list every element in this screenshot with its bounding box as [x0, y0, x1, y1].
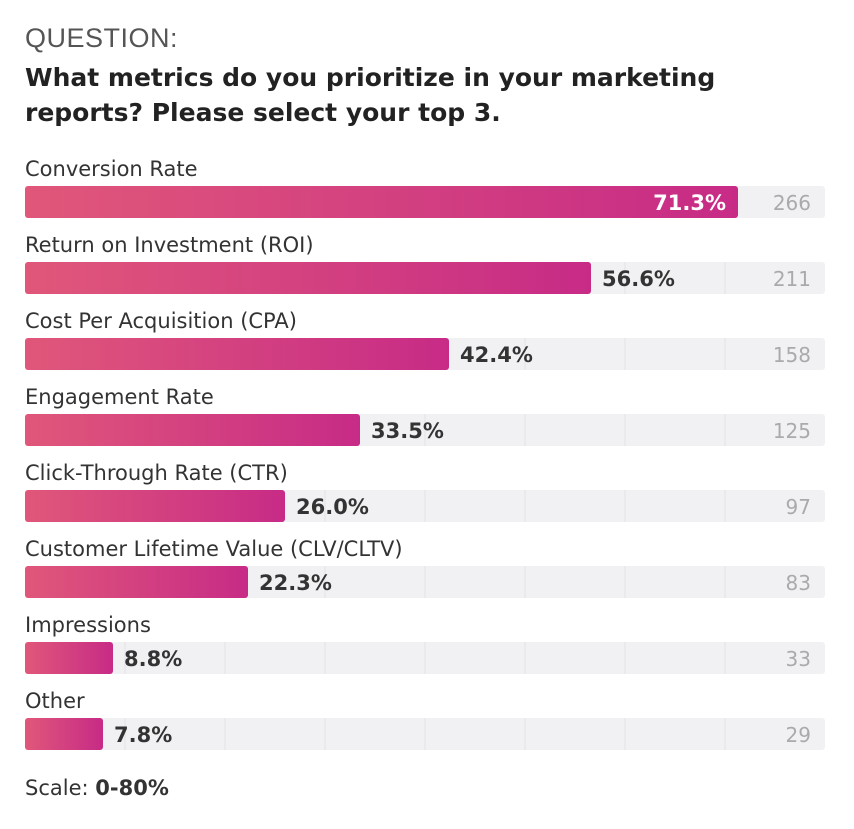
bar [25, 414, 360, 446]
value-label: 7.8% [114, 723, 172, 747]
chart-row: Engagement Rate 33.5% 125 [25, 385, 825, 446]
bar [25, 186, 738, 218]
question-label: QUESTION: [25, 23, 179, 53]
category-label: Other [25, 689, 85, 713]
chart-row: Impressions 8.8% 33 [25, 613, 825, 674]
bar [25, 718, 103, 750]
chart-row: Other 7.8% 29 [25, 689, 825, 750]
scale-label: Scale: [25, 776, 89, 800]
count-label: 158 [773, 343, 811, 367]
category-label: Customer Lifetime Value (CLV/CLTV) [25, 537, 403, 561]
value-label: 26.0% [296, 495, 369, 519]
count-label: 125 [773, 419, 811, 443]
chart-row: Click-Through Rate (CTR) 26.0% 97 [25, 461, 825, 522]
count-label: 97 [786, 495, 811, 519]
category-label: Cost Per Acquisition (CPA) [25, 309, 297, 333]
value-label: 56.6% [602, 267, 675, 291]
chart-row: Conversion Rate 71.3% 266 [25, 157, 825, 218]
bar [25, 490, 285, 522]
count-label: 29 [786, 723, 811, 747]
chart-row: Cost Per Acquisition (CPA) 42.4% 158 [25, 309, 825, 370]
value-label: 22.3% [259, 571, 332, 595]
count-label: 211 [773, 267, 811, 291]
scale-value: 0-80% [95, 776, 169, 800]
chart-row: Customer Lifetime Value (CLV/CLTV) 22.3% 8… [25, 537, 825, 598]
category-label: Impressions [25, 613, 151, 637]
bar [25, 262, 591, 294]
bar [25, 338, 449, 370]
value-label: 33.5% [371, 419, 444, 443]
category-label: Return on Investment (ROI) [25, 233, 314, 257]
question-title: What metrics do you prioritize in your m… [25, 63, 716, 127]
value-label: 71.3% [653, 191, 726, 215]
chart-row: Return on Investment (ROI) 56.6% 211 [25, 233, 825, 294]
category-label: Conversion Rate [25, 157, 198, 181]
value-label: 8.8% [124, 647, 182, 671]
count-label: 83 [786, 571, 811, 595]
value-label: 42.4% [460, 343, 533, 367]
count-label: 33 [786, 647, 811, 671]
bar [25, 566, 248, 598]
category-label: Click-Through Rate (CTR) [25, 461, 288, 485]
scale-footer: Scale: 0-80% [25, 773, 169, 803]
count-label: 266 [773, 191, 811, 215]
bar [25, 642, 113, 674]
category-label: Engagement Rate [25, 385, 214, 409]
